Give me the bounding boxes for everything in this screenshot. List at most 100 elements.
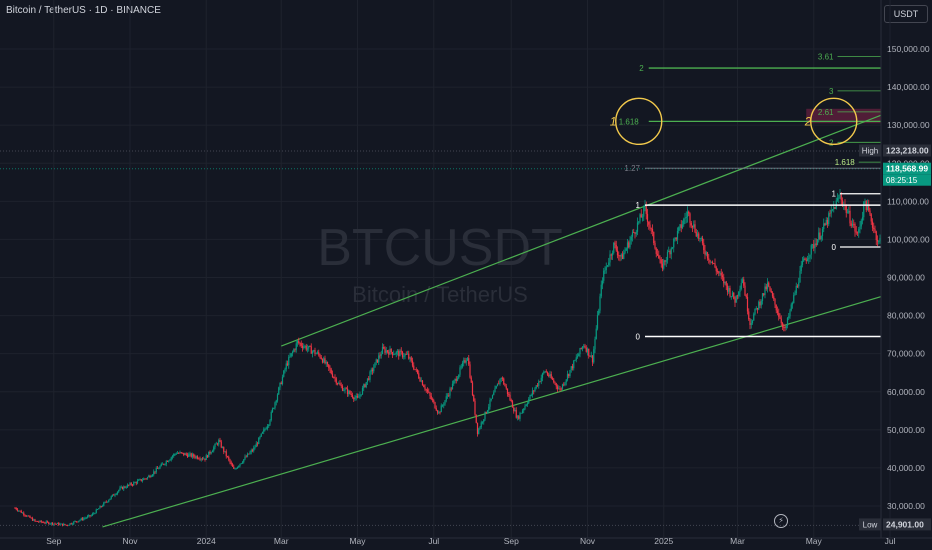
candle-body [625, 248, 627, 251]
target-circle-label: 2 [804, 114, 812, 128]
price-axis-tick: 50,000.00 [887, 425, 925, 435]
candle-body [64, 523, 66, 525]
candle-body [95, 509, 97, 514]
candle-body [26, 515, 29, 517]
candle-body [519, 413, 521, 419]
candle-body [591, 355, 594, 363]
candle-body [90, 515, 92, 517]
candle-body [119, 487, 121, 491]
candle-body [285, 363, 287, 370]
candle-body [731, 292, 734, 297]
time-axis[interactable]: SepNov2024MarMayJulSepNov2025MarMayJulSe… [0, 536, 932, 546]
candle-body [629, 240, 631, 248]
candle-body [766, 282, 769, 290]
candle-body [458, 374, 460, 379]
candle-body [360, 394, 362, 396]
candle-body [550, 374, 552, 379]
candle-body [576, 356, 579, 358]
candle-body [116, 491, 119, 494]
candle-body [110, 496, 112, 499]
candle-body [614, 242, 616, 245]
candle-body [600, 284, 602, 297]
lightning-icon[interactable]: ⚡ [774, 514, 788, 528]
candle-body [779, 316, 781, 319]
candle-body [546, 372, 549, 375]
candle-body [556, 386, 559, 389]
candle-body [780, 318, 782, 324]
candle-body [30, 517, 32, 519]
candle-body [674, 237, 676, 239]
candle-body [391, 352, 394, 355]
candle-body [191, 454, 194, 457]
candle-body [703, 243, 705, 251]
candle-body [641, 216, 644, 218]
fib-big-level-label: 1.618 [619, 117, 640, 126]
candle-body [818, 232, 820, 240]
candle-body [48, 522, 50, 525]
candle-body [478, 428, 480, 434]
candle-body [815, 243, 817, 246]
candle-body [456, 378, 459, 381]
candle-body [794, 293, 796, 296]
candle-body [284, 369, 286, 371]
candle-body [344, 388, 346, 391]
candle-body [46, 521, 49, 523]
candle-body [204, 458, 206, 460]
candle-body [175, 453, 177, 455]
candle-body [751, 320, 754, 324]
candle-body [799, 270, 801, 283]
candle-body [41, 522, 44, 523]
candle-body [38, 521, 40, 523]
candle-body [286, 363, 289, 366]
candle-body [250, 450, 252, 453]
candle-body [299, 342, 301, 344]
candle-body [548, 374, 550, 377]
candle-body [270, 411, 272, 421]
candle-body [505, 386, 507, 389]
candle-body [850, 223, 852, 226]
candle-body [864, 201, 866, 202]
candle-body [871, 221, 874, 228]
candle-body [403, 356, 405, 358]
candle-body [764, 286, 766, 296]
candle-body [805, 259, 807, 262]
candle-body [89, 515, 91, 517]
candle-body [65, 524, 67, 526]
ascending-channel[interactable] [102, 68, 932, 528]
candle-body [584, 345, 586, 348]
candle-body [230, 462, 232, 465]
candle-body [396, 351, 399, 353]
time-axis-tick: 2024 [197, 536, 216, 546]
candle-body [650, 228, 652, 230]
candle-body [585, 347, 587, 352]
candle-body [138, 479, 140, 481]
candle-body [260, 433, 262, 437]
candle-body [339, 383, 341, 386]
candle-body [306, 348, 309, 350]
candle-body [469, 364, 471, 378]
currency-button[interactable]: USDT [884, 5, 928, 23]
price-axis[interactable]: 30,000.00 40,000.00 50,000.00 60,000.00 70,0… [880, 0, 930, 538]
candle-body [590, 355, 592, 357]
candle-body [313, 350, 315, 352]
candle-body [873, 227, 875, 230]
candle-body [684, 218, 686, 220]
candle-body [491, 395, 494, 399]
candle-body [329, 367, 331, 370]
candle-body [435, 408, 437, 411]
candle-body [255, 443, 257, 448]
candle-body [356, 395, 359, 398]
candle-body [460, 366, 462, 368]
candle-body [493, 392, 495, 396]
candle-body [659, 258, 661, 260]
candle-body [318, 352, 320, 355]
candle-body [466, 358, 469, 361]
fibonacci-extensions[interactable]: 0 1 1.27 1.618 2 0 1 1.618 2 2.61 3 3.61 [619, 53, 924, 342]
candle-body [333, 377, 335, 378]
candle-body [59, 523, 61, 525]
candle-body [384, 348, 386, 353]
time-axis-tick: Jul [885, 536, 896, 546]
candle-body [426, 389, 429, 392]
